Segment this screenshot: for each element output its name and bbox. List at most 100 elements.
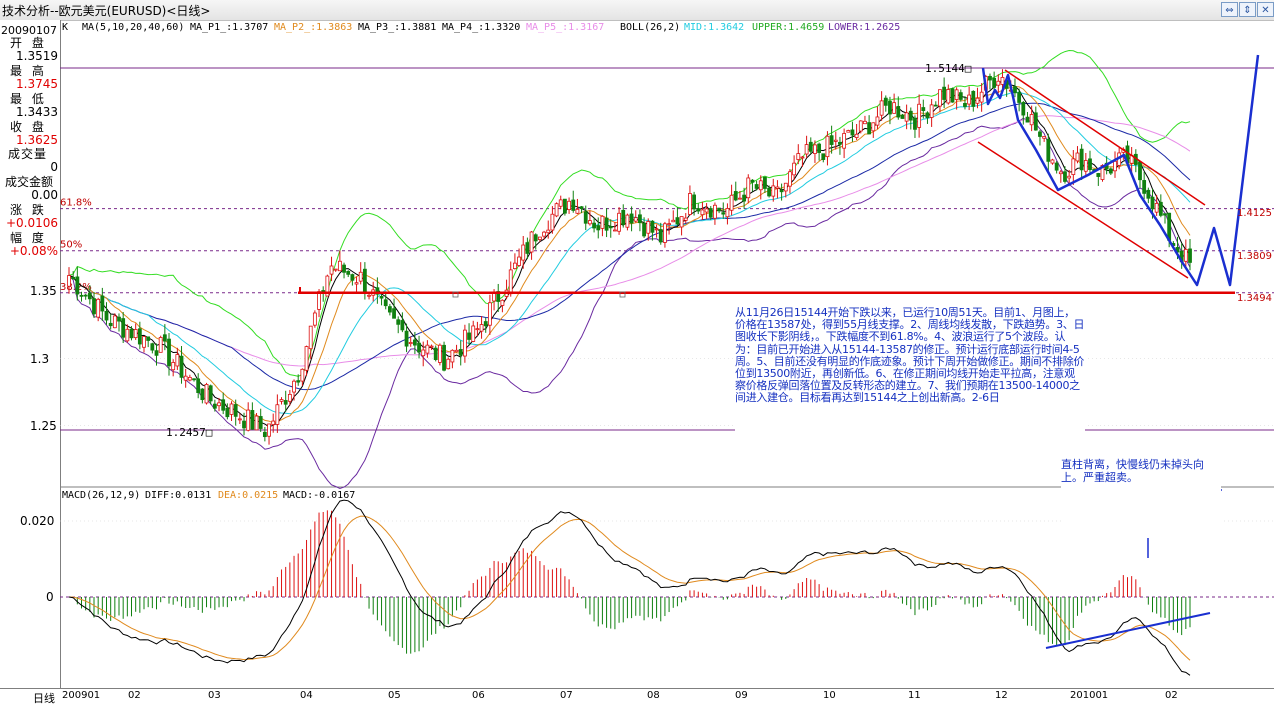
candle-body [171, 362, 176, 371]
candle-body [1021, 102, 1026, 116]
candle-body [558, 199, 563, 207]
candle-body [379, 296, 384, 299]
candle-body [167, 338, 171, 367]
candle-body [104, 311, 109, 321]
close-label: 收 盘 [10, 120, 47, 134]
candle-body [100, 295, 105, 312]
maximize-icon[interactable]: ⇕ [1239, 2, 1256, 17]
diff-line [68, 499, 1191, 676]
candle-body [742, 194, 747, 202]
candle-body [550, 213, 555, 231]
candle-body [975, 97, 980, 104]
candle-body [625, 214, 630, 228]
candle-body [71, 276, 76, 279]
candle-body [1088, 158, 1092, 170]
candle-body [571, 199, 576, 211]
candle-body [913, 117, 917, 130]
candle-body [542, 231, 546, 237]
candle-body [921, 107, 926, 111]
candle-body [1017, 92, 1022, 103]
candle-body [583, 211, 588, 224]
candle-body [879, 100, 884, 116]
candle-body [1163, 213, 1167, 216]
candle-body [1038, 131, 1042, 137]
x-label-08: 08 [647, 690, 660, 701]
candle-body [187, 376, 192, 381]
candle-body [392, 308, 396, 319]
candle-body [633, 217, 638, 222]
candle-body [121, 318, 126, 338]
candle-body [675, 217, 680, 225]
open-value: 1.3519 [16, 49, 58, 63]
candle-body [467, 332, 471, 340]
candle-body [1054, 162, 1059, 171]
candle-body [225, 407, 230, 418]
candle-body [596, 225, 601, 231]
candle-body [1042, 136, 1047, 139]
channel-lower-line [977, 141, 1189, 279]
macd-note: 直柱背离，快慢线仍未掉头向上。严重超卖。 [1061, 458, 1221, 538]
candle-body [175, 354, 180, 367]
candle-body [196, 378, 201, 394]
legend-ma-p2: MA_P2_:1.3863 [274, 22, 353, 33]
candle-body [588, 220, 592, 225]
candle-body [1150, 196, 1155, 210]
candle-body [200, 388, 205, 401]
candle-body [1025, 116, 1030, 123]
candle-body [971, 90, 976, 107]
x-label-11: 11 [908, 690, 921, 701]
macd-tick-0: 0 [46, 590, 54, 604]
candle-body [671, 219, 676, 223]
candle-body [1096, 173, 1101, 177]
y-tick-1.25: 1.25 [30, 419, 57, 433]
candle-body [292, 380, 296, 393]
candle-body [1046, 138, 1051, 162]
candle-body [871, 122, 876, 132]
candle-body [283, 400, 288, 405]
candle-body [1075, 152, 1080, 162]
legend-ma-p3: MA_P3_:1.3881 [358, 22, 437, 33]
boll-lower-line [68, 117, 1191, 490]
candle-body [771, 185, 776, 197]
candle-body [1083, 160, 1088, 172]
legend-ma-p4: MA_P4_:1.3320 [442, 22, 521, 33]
candle-body [796, 153, 801, 160]
info-panel: 20090107 开 盘 1.3519 最 高 1.3745 最 低 1.343… [0, 20, 61, 688]
candle-body [87, 292, 92, 300]
candle-body [963, 102, 967, 107]
candle-body [525, 242, 530, 254]
candle-body [692, 194, 696, 210]
macd-legend-value: MACD:-0.0167 [283, 490, 356, 501]
candle-body [1029, 114, 1034, 126]
candle-body [1138, 161, 1142, 181]
candle-body [308, 325, 313, 350]
high-label: 最 高 [10, 64, 47, 78]
candle-body [754, 184, 759, 189]
candle-body [1154, 202, 1159, 213]
x-axis-label: 日线 [33, 692, 55, 705]
candle-body [325, 275, 330, 297]
candle-body [683, 217, 688, 221]
candle-body [804, 144, 809, 155]
candle-body [412, 339, 417, 346]
candle-body [750, 179, 755, 183]
candle-body [204, 384, 209, 404]
macd-note-text: 直柱背离，快慢线仍未掉头向上。严重超卖。 [1061, 458, 1204, 484]
wave-projection-line [981, 54, 1260, 287]
legend-lower: LOWER:1.2625 [828, 22, 901, 33]
candle-body [988, 75, 992, 81]
candle-body [421, 349, 426, 357]
candle-body [304, 346, 309, 371]
candle-body [529, 231, 534, 253]
candle-body [142, 336, 146, 348]
candle-body [767, 187, 772, 197]
candle-body [471, 325, 476, 342]
candle-body [1000, 77, 1005, 85]
candle-body [854, 133, 859, 138]
divergence-line [1045, 612, 1211, 649]
candle-body [883, 97, 888, 106]
candle-body [258, 416, 263, 429]
restore-icon[interactable]: ⇔ [1221, 2, 1238, 17]
candle-body [592, 222, 596, 229]
